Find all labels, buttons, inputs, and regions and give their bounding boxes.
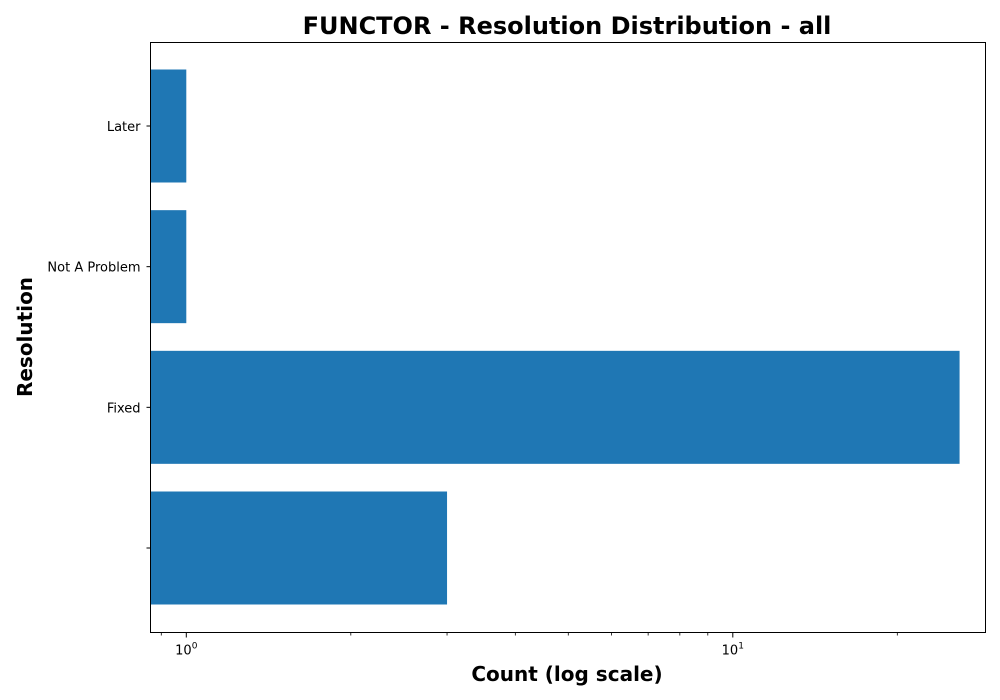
bar-not-a-problem <box>150 210 187 324</box>
y-tick-label: Not A Problem <box>47 261 140 276</box>
x-ticks: 100 101 <box>160 632 898 659</box>
plot-frame <box>150 42 986 633</box>
chart-title: FUNCTOR - Resolution Distribution - all <box>303 12 832 40</box>
bar-blank <box>150 491 448 605</box>
bar-later <box>150 69 187 183</box>
y-ticks: Fixed Not A Problem Later <box>47 120 151 549</box>
y-tick-label: Later <box>107 120 141 135</box>
y-axis-label: Resolution <box>13 277 37 397</box>
bars-group <box>150 69 960 605</box>
x-tick-label: 100 <box>175 642 198 659</box>
x-tick-label: 101 <box>722 642 744 659</box>
y-tick-label: Fixed <box>107 401 141 416</box>
bar-fixed <box>150 350 960 464</box>
x-axis-label: Count (log scale) <box>471 662 662 686</box>
